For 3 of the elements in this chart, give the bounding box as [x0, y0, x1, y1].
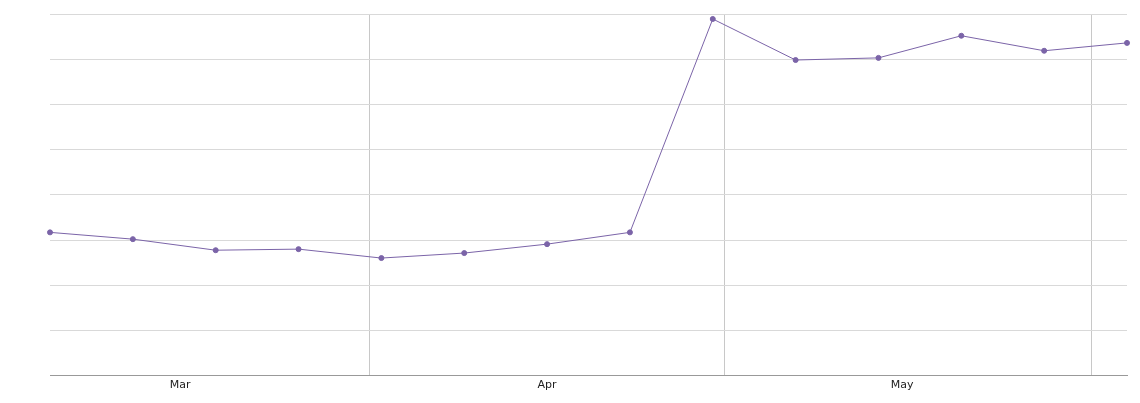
x-tick-label: Apr	[537, 378, 558, 392]
x-tick-label: May	[890, 378, 914, 392]
x-tick-label: Mar	[169, 378, 192, 392]
